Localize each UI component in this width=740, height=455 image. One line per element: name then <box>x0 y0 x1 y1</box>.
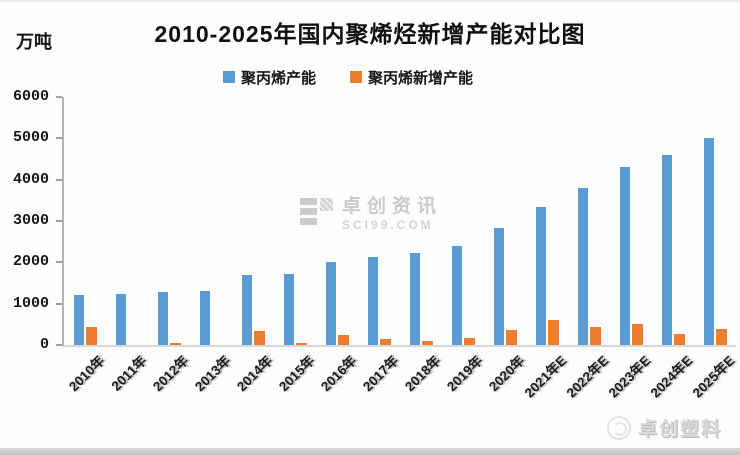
bar-group <box>232 97 274 345</box>
bar-group <box>64 97 106 345</box>
x-tick-label: 2023年E <box>605 352 654 401</box>
bar-group <box>190 97 232 345</box>
bar-new-capacity <box>589 326 601 345</box>
bar-group <box>358 97 400 345</box>
x-tick-label: 2016年 <box>318 352 360 395</box>
y-tick-mark <box>56 344 62 346</box>
watermark-brand-name: 卓创资讯 <box>342 196 443 217</box>
bar-group <box>442 97 484 345</box>
corner-watermark: 卓创塑料 <box>606 414 722 441</box>
bar-new-capacity <box>337 335 349 345</box>
bar-new-capacity <box>715 328 727 345</box>
bar-new-capacity <box>295 342 307 345</box>
bar-group <box>610 97 652 345</box>
chart-legend: 聚丙烯产能 聚丙烯新增产能 <box>0 66 718 88</box>
bar-capacity <box>493 228 504 345</box>
bar-capacity <box>451 245 462 345</box>
center-watermark-text: 卓创资讯 SCI99.COM <box>342 196 442 232</box>
x-tick-label: 2014年 <box>234 352 276 395</box>
y-axis: 0 1000 2000 3000 4000 5000 6000 <box>0 88 62 353</box>
x-tick-label: 2013年 <box>192 352 234 395</box>
sci99-logo-icon <box>300 196 334 230</box>
y-axis-unit-label: 万吨 <box>16 32 52 52</box>
y-tick-label: 6000 <box>12 88 49 105</box>
y-tick-mark <box>56 96 62 98</box>
legend-label: 聚丙烯产能 <box>240 69 316 87</box>
bar-group <box>316 97 358 345</box>
center-watermark: 卓创资讯 SCI99.COM <box>300 196 442 232</box>
bar-group <box>652 97 694 345</box>
watermark-url: SCI99.COM <box>342 218 434 232</box>
bar-new-capacity <box>673 333 685 345</box>
y-tick-mark <box>56 302 62 305</box>
bar-capacity <box>325 262 336 345</box>
bar-group <box>694 97 736 345</box>
bar-capacity <box>535 206 546 345</box>
x-tick-label: 2010年 <box>66 352 108 395</box>
x-tick-label: 2012年 <box>150 352 192 395</box>
bar-capacity <box>619 167 630 345</box>
bar-capacity <box>241 274 252 345</box>
corner-watermark-text: 卓创塑料 <box>637 419 722 440</box>
y-tick-label: 1000 <box>12 294 49 312</box>
legend-label: 聚丙烯新增产能 <box>368 69 474 87</box>
bar-new-capacity <box>85 327 97 345</box>
zhuochuang-logo-icon <box>606 415 631 440</box>
y-tick-label: 4000 <box>12 170 49 188</box>
legend-item-new-capacity: 聚丙烯新增产能 <box>350 67 473 88</box>
y-tick-mark <box>56 261 62 264</box>
x-tick-label: 2019年 <box>444 352 486 395</box>
bar-new-capacity <box>379 339 391 345</box>
bar-new-capacity <box>421 341 433 345</box>
x-tick-label: 2025年E <box>689 352 738 401</box>
x-tick-label: 2024年E <box>647 352 696 401</box>
bar-capacity <box>199 291 210 345</box>
bar-new-capacity <box>547 320 559 345</box>
bar-group <box>274 97 316 345</box>
bar-capacity <box>367 257 378 345</box>
y-tick-label: 5000 <box>12 129 49 147</box>
bar-group <box>148 97 190 345</box>
bar-new-capacity <box>169 342 181 345</box>
bar-group <box>400 97 442 345</box>
x-tick-label: 2011年 <box>108 352 150 394</box>
y-tick-label: 0 <box>39 336 49 353</box>
bar-new-capacity <box>253 330 265 345</box>
x-tick-label: 2015年 <box>276 352 318 395</box>
bar-capacity <box>661 154 672 345</box>
legend-swatch-icon <box>222 71 235 83</box>
bar-capacity <box>577 187 588 345</box>
bar-new-capacity <box>463 337 475 345</box>
bar-capacity <box>157 292 168 345</box>
x-tick-label: 2021年E <box>521 352 570 401</box>
bar-capacity <box>73 295 84 345</box>
legend-swatch-icon <box>350 71 362 83</box>
bar-group <box>568 97 610 345</box>
bar-capacity <box>409 252 420 345</box>
bar-capacity <box>283 273 294 345</box>
y-tick-label: 2000 <box>12 253 49 271</box>
y-tick-mark <box>56 178 62 181</box>
x-tick-label: 2022年E <box>563 352 612 401</box>
bar-group <box>526 97 568 345</box>
bar-capacity <box>115 294 126 345</box>
plot-area <box>62 97 736 347</box>
chart-title: 2010-2025年国内聚烯烃新增产能对比图 <box>154 21 586 47</box>
bar-new-capacity <box>631 323 643 345</box>
y-tick-label: 3000 <box>12 212 49 229</box>
bottom-divider <box>0 448 740 455</box>
legend-item-capacity: 聚丙烯产能 <box>222 67 316 88</box>
bar-group <box>106 97 148 345</box>
x-tick-label: 2017年 <box>360 352 402 395</box>
x-tick-label: 2018年 <box>402 352 444 395</box>
bar-group <box>484 97 526 345</box>
x-axis-labels: 2010年 2011年 2012年 2013年 2014年 2015年 2016年 2017年… <box>62 350 737 422</box>
bar-new-capacity <box>505 329 517 345</box>
y-tick-mark <box>56 220 62 222</box>
bar-capacity <box>703 138 714 345</box>
y-tick-mark <box>56 137 62 140</box>
